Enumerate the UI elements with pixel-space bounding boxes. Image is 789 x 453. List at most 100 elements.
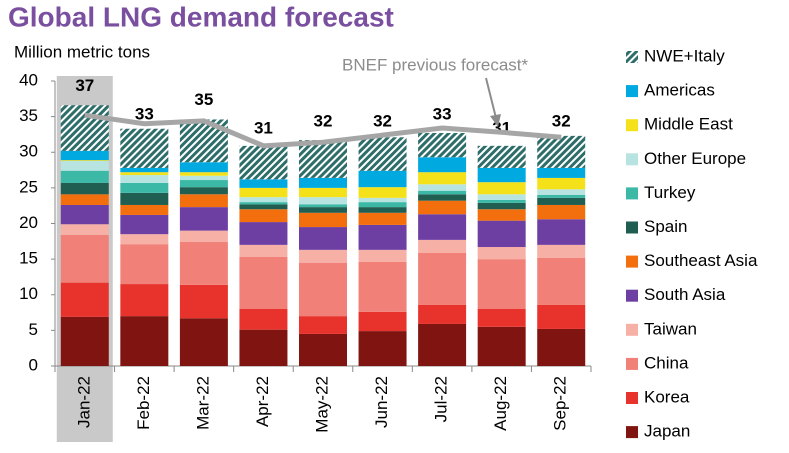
bar-segment — [239, 256, 288, 309]
bar-segment — [358, 331, 407, 366]
y-axis-label: Million metric tons — [14, 42, 150, 61]
bar-segment — [120, 316, 169, 366]
bar-segment — [60, 204, 109, 225]
bar-segment — [299, 249, 347, 263]
x-tick-label: Mar-22 — [193, 376, 212, 430]
bar-segment — [179, 207, 228, 231]
bar-segment — [358, 212, 407, 225]
y-tick-label: 10 — [19, 284, 38, 303]
bar-segment — [418, 157, 467, 173]
x-tick-label: Sep-22 — [551, 376, 570, 431]
legend-label: Spain — [644, 217, 687, 236]
bar-segment — [120, 234, 169, 245]
y-tick-label: 35 — [19, 106, 38, 125]
legend-label: Other Europe — [644, 149, 746, 168]
bar-segment — [120, 192, 169, 205]
legend-swatch — [626, 153, 638, 166]
bar-segment — [358, 261, 407, 312]
bar-segment — [477, 167, 526, 183]
total-label: 37 — [75, 76, 94, 95]
bar-segment — [299, 177, 347, 188]
total-label: 32 — [314, 111, 333, 130]
x-tick-label: Feb-22 — [134, 376, 153, 430]
bar-segment — [239, 329, 288, 366]
bar-segment — [60, 194, 109, 205]
bar-segment — [537, 135, 586, 168]
y-tick-label: 25 — [19, 177, 38, 196]
forecast-label: BNEF previous forecast* — [342, 55, 529, 74]
y-tick-label: 20 — [19, 213, 38, 232]
legend-label: Americas — [644, 81, 715, 100]
bar-segment — [120, 175, 169, 183]
bar-segment — [358, 207, 407, 213]
bar-segment — [537, 177, 586, 190]
legend-swatch — [626, 255, 638, 268]
bar-segment — [239, 197, 288, 203]
bar-segment — [60, 316, 109, 366]
legend-swatch — [626, 323, 638, 336]
total-label: 35 — [194, 90, 213, 109]
y-tick-label: 30 — [19, 142, 38, 161]
legend-label: NWE+Italy — [644, 46, 725, 65]
bar-segment — [60, 234, 109, 283]
bar-segment — [418, 194, 467, 201]
y-tick-label: 40 — [19, 70, 38, 89]
forecast-line — [84, 112, 562, 149]
legend-label: Turkey — [644, 183, 696, 202]
bar-segment — [477, 259, 526, 309]
total-label: 33 — [433, 104, 452, 123]
bar-segment — [120, 128, 169, 168]
legend-label: Taiwan — [644, 319, 697, 338]
legend-swatch — [626, 357, 638, 370]
bar-segment — [299, 204, 347, 208]
bar-segment — [60, 150, 109, 161]
bar-segment — [179, 162, 228, 173]
bar-segment — [239, 222, 288, 245]
bar-segment — [537, 189, 586, 195]
bar-segment — [179, 318, 228, 366]
bar-segment — [477, 182, 526, 195]
bar-segment — [477, 199, 526, 203]
bar-segment — [477, 202, 526, 210]
bar-segment — [537, 219, 586, 245]
bar-segment — [418, 214, 467, 240]
bar-segment — [418, 239, 467, 253]
bar-segment — [418, 184, 467, 191]
legend-swatch — [626, 51, 638, 63]
bar-segment — [477, 145, 526, 168]
bar-segment — [477, 194, 526, 200]
legend-label: Korea — [644, 387, 690, 406]
bar-segment — [120, 172, 169, 176]
bar-segment — [299, 187, 347, 198]
bar-segment — [239, 179, 288, 188]
bar-segment — [60, 282, 109, 317]
bar-segment — [179, 180, 228, 188]
legend-swatch — [626, 426, 638, 439]
y-tick-label: 5 — [29, 320, 38, 339]
bar-segment — [299, 333, 347, 366]
bar-segment — [418, 323, 467, 366]
bar-segment — [358, 187, 407, 198]
bar-segment — [537, 328, 586, 366]
bar-segment — [179, 230, 228, 243]
total-label: 31 — [254, 119, 273, 138]
bar-segment — [239, 244, 288, 257]
bar-segment — [537, 195, 586, 198]
x-tick-label: Aug-22 — [491, 376, 510, 431]
bar-segment — [537, 304, 586, 329]
total-label: 33 — [135, 104, 154, 123]
bar-segment — [299, 197, 347, 205]
bar-segment — [299, 262, 347, 317]
bar-segment — [239, 209, 288, 223]
bar-segment — [179, 175, 228, 181]
legend-label: Middle East — [644, 115, 733, 134]
bar-segment — [60, 224, 109, 235]
bar-segment — [60, 170, 109, 183]
bar-segment — [120, 284, 169, 317]
bar-segment — [239, 145, 288, 180]
x-tick-label: Jul-22 — [432, 376, 451, 422]
bar-segment — [358, 224, 407, 250]
x-tick-label: Apr-22 — [253, 376, 272, 427]
bar-segment — [537, 167, 586, 178]
bar-segment — [120, 182, 169, 193]
